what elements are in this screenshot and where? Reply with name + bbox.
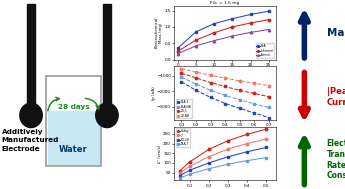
Legend: PLA, k-Formel, Formel: PLA, k-Formel, Formel — [256, 43, 275, 58]
Text: Additively
Manufactured
Electrode: Additively Manufactured Electrode — [2, 129, 59, 152]
Text: 28 days: 28 days — [58, 104, 89, 110]
Legend: 0-day, 7, FG-28, PLA-7: 0-day, 7, FG-28, PLA-7 — [176, 128, 190, 147]
Circle shape — [20, 103, 42, 128]
FancyArrowPatch shape — [48, 97, 59, 111]
Bar — [27, 4, 35, 110]
Title: FG₁ = 1.5 mg: FG₁ = 1.5 mg — [210, 1, 240, 5]
Bar — [103, 4, 111, 110]
Bar — [48, 112, 99, 164]
Y-axis label: k⁰ (cm/s): k⁰ (cm/s) — [158, 144, 162, 163]
X-axis label: Time (days): Time (days) — [213, 68, 237, 72]
Text: |Peak
Current|: |Peak Current| — [327, 88, 345, 107]
Bar — [46, 76, 101, 166]
Circle shape — [96, 103, 118, 128]
Legend: PLA-1, PLA-NB, 28-1, 28-NB: PLA-1, PLA-NB, 28-1, 28-NB — [176, 99, 192, 119]
Y-axis label: Electrochemical
Mass (mg): Electrochemical Mass (mg) — [155, 17, 164, 48]
Text: Mass: Mass — [327, 28, 345, 38]
FancyArrowPatch shape — [86, 98, 99, 109]
Text: Electron
Transfer
Rate
Constant: Electron Transfer Rate Constant — [327, 139, 345, 180]
X-axis label: (Scan rate)¹·⁵ (Vs⁻¹)¹·⁵: (Scan rate)¹·⁵ (Vs⁻¹)¹·⁵ — [204, 128, 246, 132]
Text: Water: Water — [59, 145, 88, 154]
Y-axis label: Ip (nA): Ip (nA) — [152, 86, 156, 100]
